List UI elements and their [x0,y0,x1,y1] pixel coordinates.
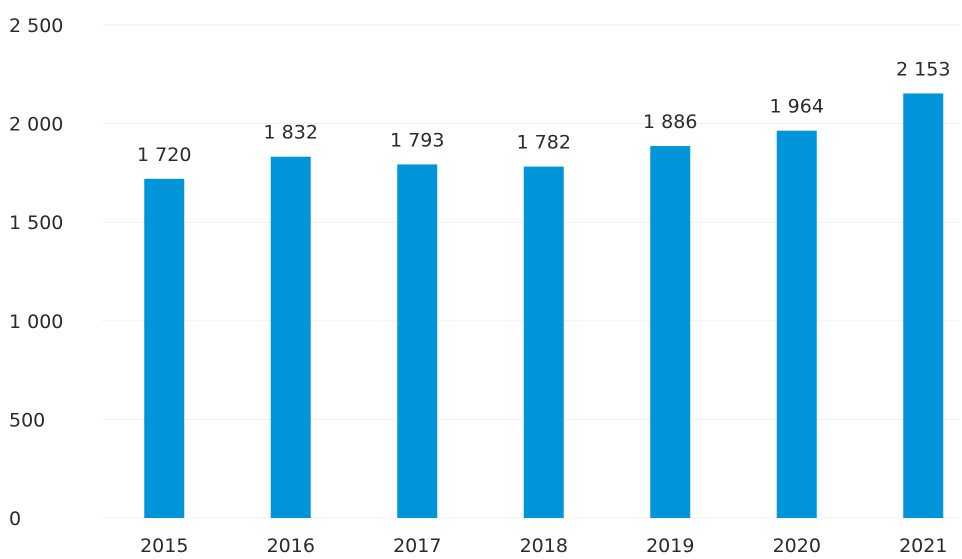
value-label-2017: 1 793 [390,129,444,151]
x-tick-label-2020: 2020 [773,535,821,557]
bars [144,93,944,519]
bar-2018 [523,166,564,518]
x-tick-label-2019: 2019 [646,535,694,557]
y-axis: 0 500 1 000 1 500 2 000 2 500 [9,15,63,530]
value-label-2015: 1 720 [137,144,191,166]
x-tick-label-2018: 2018 [520,535,568,557]
bar-2021 [903,93,944,518]
x-tick-label-2016: 2016 [267,535,315,557]
y-tick-label: 0 [9,508,21,530]
bar-2017 [397,164,438,518]
value-label-2019: 1 886 [643,111,697,133]
x-axis: 2015 2016 2017 2018 2019 2020 2021 [140,535,947,557]
value-label-2018: 1 782 [517,132,571,154]
x-tick-label-2017: 2017 [393,535,441,557]
bar-2020 [776,130,817,518]
value-label-2020: 1 964 [770,96,824,118]
y-tick-label: 2 000 [9,114,63,136]
bar-2015 [144,178,185,519]
y-tick-label: 1 000 [9,311,63,333]
x-tick-label-2021: 2021 [899,535,947,557]
x-tick-label-2015: 2015 [140,535,188,557]
value-label-2016: 1 832 [264,122,318,144]
y-tick-label: 1 500 [9,212,63,234]
value-labels: 1 720 1 832 1 793 1 782 1 886 1 964 2 153 [137,58,950,165]
bar-2019 [650,146,691,518]
bar-2016 [270,156,311,518]
value-label-2021: 2 153 [896,58,950,80]
y-tick-label: 2 500 [9,15,63,37]
y-tick-label: 500 [9,409,45,431]
